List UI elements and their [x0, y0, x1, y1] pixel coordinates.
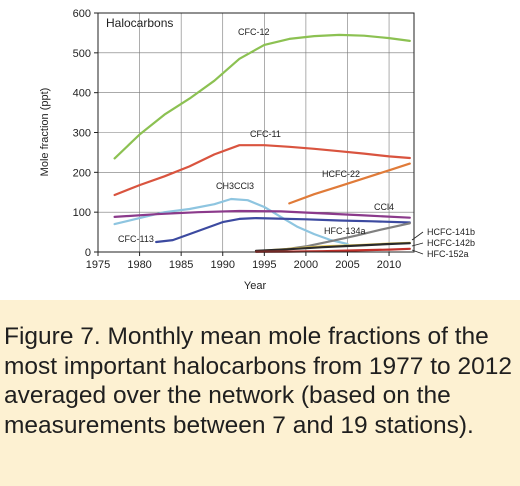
- x-tick-label: 1975: [86, 259, 110, 271]
- figure-panel: 0 100 200 300 400 500 600 1975 1980 1985 1990 1995 2…: [0, 0, 520, 300]
- series-label-hcfc-142b: HCFC-142b: [427, 238, 475, 248]
- chart-title: Halocarbons: [106, 16, 173, 30]
- x-tick-label: 1995: [252, 259, 276, 271]
- x-tick-label: 2010: [377, 259, 401, 271]
- label-leader-line: [411, 231, 424, 241]
- x-tick-label: 2005: [335, 259, 359, 271]
- series-label-hcfc-141b: HCFC-141b: [427, 227, 475, 237]
- series-label-hfc-134a: HFC-134a: [324, 226, 366, 236]
- series-label-hcfc-22: HCFC-22: [322, 169, 360, 179]
- series-label-hfc-152a: HFC-152a: [427, 249, 469, 259]
- x-tick-label: 1985: [169, 259, 193, 271]
- series-line-ccl4: [113, 209, 411, 219]
- series-line-cfc-11: [113, 144, 411, 197]
- x-tick-label: 1990: [210, 259, 234, 271]
- series-label-layer: CFC-12 CFC-11 HCFC-22 CH3CCl3 CCl4 CFC-113 HFC…: [118, 27, 475, 259]
- y-tick-label: 100: [73, 207, 91, 219]
- series-line-cfc-12: [113, 33, 411, 160]
- series-label-cfc-11: CFC-11: [250, 129, 281, 139]
- halocarbons-chart: 0 100 200 300 400 500 600 1975 1980 1985 1990 1995 2…: [39, 8, 475, 292]
- series-label-cfc-113: CFC-113: [118, 234, 154, 244]
- label-leader-line: [411, 249, 424, 255]
- series-line-hcfc-142b: [254, 242, 411, 252]
- x-tick-label: 1980: [127, 259, 151, 271]
- series-line-ch3ccl3: [113, 197, 349, 246]
- y-tick-label: 500: [73, 48, 91, 60]
- y-tick-label: 200: [73, 167, 91, 179]
- series-layer: [113, 33, 411, 253]
- series-label-ccl4: CCl4: [374, 202, 394, 212]
- series-line-cfc-113: [155, 217, 411, 244]
- y-tick-label: 300: [73, 128, 91, 140]
- y-axis-title: Mole fraction (ppt): [39, 88, 51, 177]
- y-tick-label: 400: [73, 88, 91, 100]
- y-tick-label: 600: [73, 8, 91, 20]
- series-label-ch3ccl3: CH3CCl3: [216, 181, 254, 191]
- y-tick-label: 0: [85, 247, 91, 259]
- series-line-hcfc-22: [288, 162, 411, 205]
- label-leader-line: [411, 242, 424, 247]
- x-tick-label: 2000: [294, 259, 318, 271]
- tick-layer: 0 100 200 300 400 500 600 1975 1980 1985 1990 1995 2…: [73, 8, 402, 271]
- x-axis-title: Year: [244, 280, 267, 292]
- figure-caption: Figure 7. Monthly mean mole fractions of…: [4, 323, 512, 439]
- series-label-cfc-12: CFC-12: [238, 27, 270, 37]
